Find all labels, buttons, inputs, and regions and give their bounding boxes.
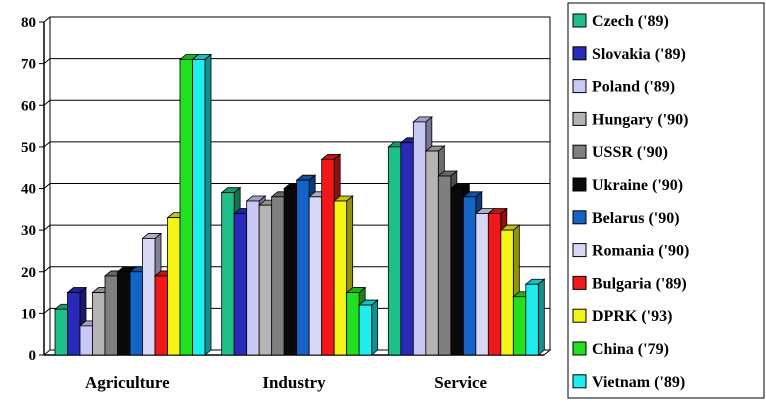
legend-label: Poland ('89) [592,79,675,96]
bar-front [68,293,81,355]
legend: Czech ('89) Slovakia ('89) Poland ('89) Hun… [568,3,764,398]
legend-swatch [573,309,586,322]
legend-swatch [573,276,586,289]
legend-swatch [573,80,586,93]
legend-swatch [573,145,586,158]
x-tick-label: Agriculture [85,373,170,392]
bar-front [401,143,414,355]
gridline-diag [44,100,50,105]
legend-label: Bulgaria ('89) [592,275,687,292]
legend-label: Czech ('89) [592,13,669,30]
legend-swatch [573,342,586,355]
bar-side [372,300,378,355]
legend-label: USSR ('90) [592,144,668,161]
bar [359,300,378,355]
gridline-diag [44,59,50,64]
y-tick-label: 20 [21,265,36,281]
bar-front [322,159,335,355]
bar-front [463,197,476,355]
gridline-diag [44,184,50,189]
bar-front [513,297,526,355]
bar-front [297,180,310,355]
bar-front [347,293,360,355]
bar-front [55,309,68,355]
legend-swatch [573,178,586,191]
bar-front [80,326,93,355]
bar-front [501,230,514,355]
bar-front [118,272,131,355]
y-tick-label: 60 [21,98,36,114]
gridline-diag [44,225,50,230]
gridline-diag [44,17,50,22]
y-tick-label: 50 [21,140,36,156]
legend-label: China ('79) [592,341,669,358]
bar-front [476,213,489,355]
bar-front [193,59,206,355]
x-tick-label: Industry [262,373,326,392]
legend-swatch [573,14,586,27]
bar-front [155,276,168,355]
bar-front [309,197,322,355]
y-tick-label: 80 [21,15,36,31]
bar-front [234,213,247,355]
y-tick-label: 10 [21,306,36,322]
bar-front [359,305,372,355]
bar-front [168,218,181,355]
x-tick-label: Service [434,373,487,392]
bar-side [205,54,211,355]
bar-front [93,293,106,355]
bar-front [247,201,260,355]
bar-front [451,189,464,356]
bar-front [180,59,193,355]
legend-swatch [573,211,586,224]
y-tick-label: 30 [21,223,36,239]
bar [193,54,212,355]
bar-front [334,201,347,355]
bar-front [488,213,501,355]
legend-label: Ukraine ('90) [592,177,683,194]
legend-swatch [573,112,586,125]
bar-front [272,197,285,355]
gridline-diag [44,308,50,313]
bar-front [222,193,235,355]
legend-label: DPRK ('93) [592,308,672,325]
legend-swatch [573,244,586,257]
bar-front [413,122,426,355]
bar-front [426,151,439,355]
bar-front [259,205,272,355]
bar-front [438,176,451,355]
bar-front [130,272,143,355]
legend-label: Romania ('90) [592,243,689,260]
y-tick-label: 70 [21,57,36,73]
legend-label: Slovakia ('89) [592,46,686,63]
legend-label: Vietnam ('89) [592,374,685,391]
y-tick-label: 0 [29,348,37,364]
bar-front [284,189,297,356]
bar [526,279,545,355]
bar-front [143,238,156,355]
bar-front [388,147,401,355]
legend-label: Hungary ('90) [592,111,688,128]
bar-side [538,279,544,355]
bar-front [526,284,539,355]
bar-front [105,276,118,355]
legend-swatch [573,375,586,388]
gridline-diag [44,142,50,147]
legend-label: Belarus ('90) [592,210,680,227]
y-tick-label: 40 [21,182,36,198]
gridline-diag [44,267,50,272]
legend-swatch [573,47,586,60]
